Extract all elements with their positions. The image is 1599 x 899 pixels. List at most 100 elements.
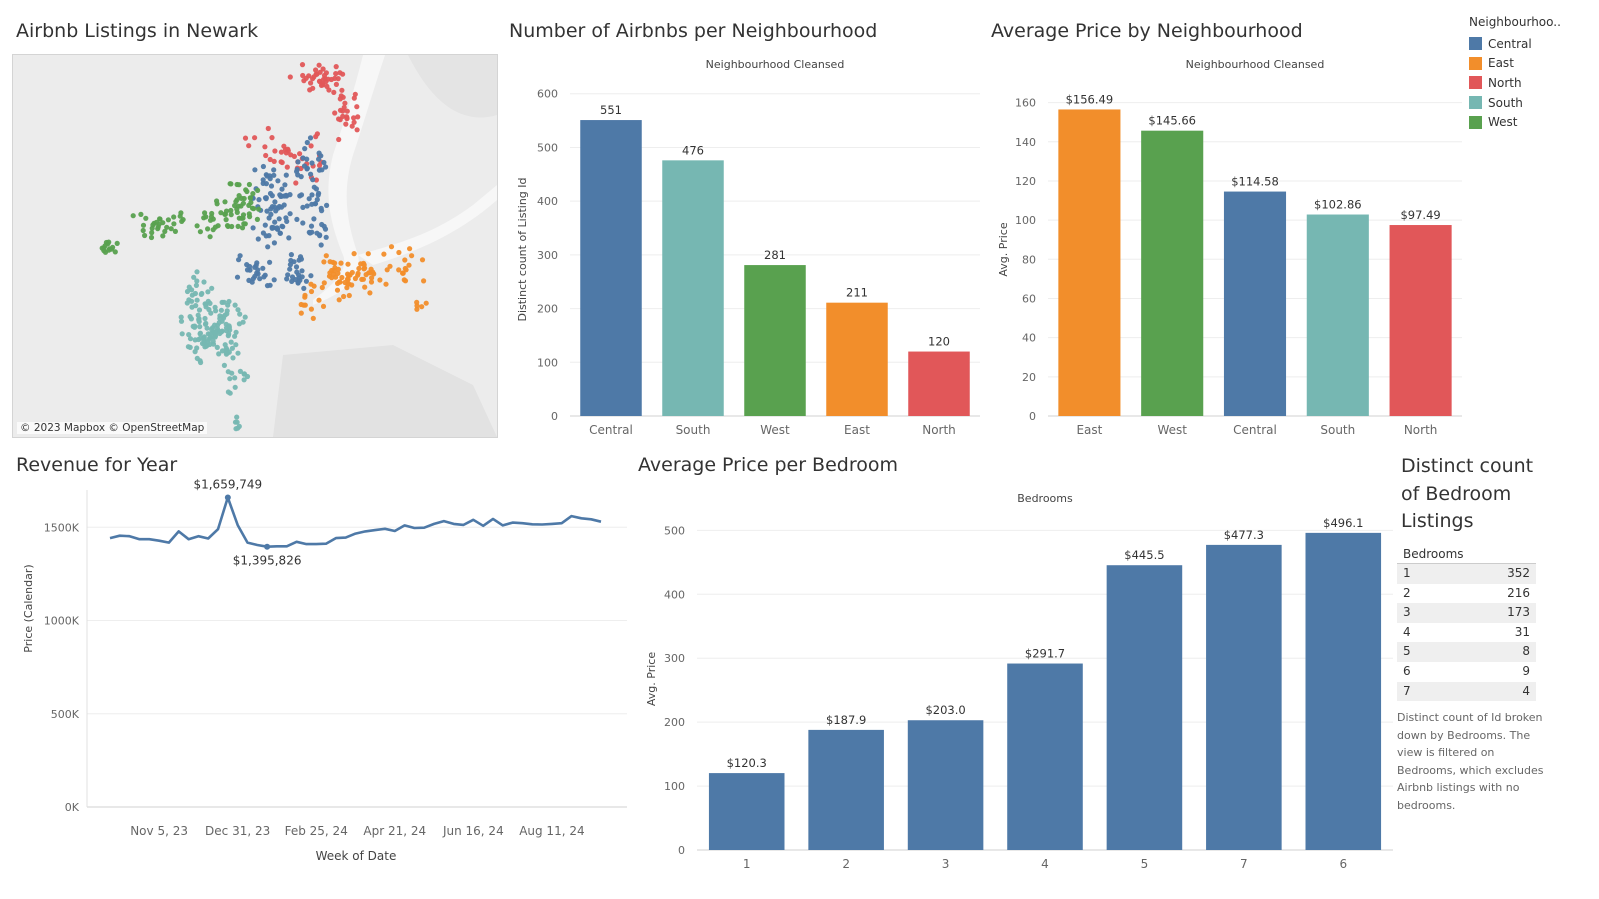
map-point-central bbox=[307, 135, 314, 141]
map-point-east bbox=[402, 278, 409, 284]
map-point-east bbox=[298, 310, 304, 316]
map-point-central bbox=[249, 279, 255, 285]
map-point-south bbox=[242, 314, 248, 320]
map-point-north bbox=[297, 151, 303, 157]
table-cell: 216 bbox=[1507, 585, 1530, 600]
legend-item-south[interactable]: South bbox=[1469, 93, 1561, 113]
map-point-south bbox=[178, 314, 184, 320]
map-point-north bbox=[281, 143, 287, 149]
map-point-central bbox=[255, 267, 261, 273]
map-point-south bbox=[192, 323, 198, 329]
legend-item-east[interactable]: East bbox=[1469, 54, 1561, 74]
map-point-north bbox=[271, 158, 277, 164]
legend-title: Neighbourhoo.. bbox=[1469, 15, 1561, 29]
map-point-central bbox=[309, 160, 315, 166]
map-point-east bbox=[345, 276, 351, 282]
x-tick-label: 3 bbox=[942, 857, 950, 871]
map-point-north bbox=[242, 135, 249, 141]
x-tick-label: 4 bbox=[1041, 857, 1049, 871]
map-point-central bbox=[282, 182, 288, 188]
map-point-east bbox=[323, 253, 329, 259]
map-points bbox=[99, 62, 429, 432]
map-point-south bbox=[208, 310, 214, 316]
map-point-central bbox=[263, 195, 269, 201]
map-point-west bbox=[236, 182, 242, 188]
bar-east bbox=[1058, 109, 1121, 416]
legend-item-central[interactable]: Central bbox=[1469, 34, 1561, 54]
map-point-west bbox=[130, 213, 136, 219]
map-point-central bbox=[260, 230, 266, 236]
y-tick-label: 0 bbox=[1029, 410, 1036, 423]
map-point-central bbox=[294, 168, 300, 175]
map-point-south bbox=[194, 278, 200, 284]
data-label: 211 bbox=[846, 286, 868, 300]
legend-swatch bbox=[1469, 37, 1482, 51]
x-tick-label: South bbox=[676, 423, 711, 437]
annotation-point bbox=[224, 494, 231, 501]
map-point-south bbox=[233, 329, 239, 335]
map-point-south bbox=[197, 330, 203, 336]
map-point-east bbox=[334, 287, 341, 293]
data-label: $120.3 bbox=[727, 756, 767, 770]
map-point-north bbox=[310, 85, 316, 91]
map-point-west bbox=[140, 227, 146, 234]
map-point-south bbox=[234, 414, 240, 420]
map-point-east bbox=[387, 263, 393, 269]
bar-central bbox=[1223, 191, 1287, 416]
map-point-central bbox=[298, 192, 305, 198]
x-tick-label: Central bbox=[589, 423, 633, 437]
y-tick-label: 40 bbox=[1022, 332, 1036, 345]
legend-item-north[interactable]: North bbox=[1469, 73, 1561, 93]
x-tick-label: North bbox=[922, 423, 956, 437]
map-point-central bbox=[252, 167, 258, 173]
map-point-east bbox=[310, 315, 316, 321]
map-point-central bbox=[256, 197, 262, 203]
data-label: 120 bbox=[928, 335, 950, 349]
map-point-central bbox=[315, 192, 321, 198]
map-point-south bbox=[213, 308, 219, 314]
bar-7 bbox=[1206, 544, 1282, 850]
map-point-central bbox=[311, 184, 317, 190]
avgprice-chart-title: Average Price by Neighbourhood bbox=[991, 20, 1303, 42]
map-point-north bbox=[354, 104, 360, 110]
map-point-west bbox=[171, 214, 177, 220]
map-point-north bbox=[291, 153, 297, 159]
map-point-south bbox=[204, 342, 210, 348]
map-point-north bbox=[316, 78, 323, 84]
y-tick-label: 120 bbox=[1015, 175, 1036, 188]
data-label: 281 bbox=[764, 248, 786, 262]
x-tick-label: 2 bbox=[842, 857, 850, 871]
neighbourhood-legend[interactable]: Neighbourhoo.. Central East North South … bbox=[1469, 15, 1561, 132]
map-point-east bbox=[381, 251, 387, 257]
map-point-east bbox=[311, 283, 317, 289]
map-point-south bbox=[197, 324, 203, 330]
map-point-central bbox=[267, 282, 273, 288]
map-point-west bbox=[201, 215, 207, 221]
map-title: Airbnb Listings in Newark bbox=[16, 20, 259, 42]
map-point-north bbox=[354, 127, 360, 133]
data-label: $156.49 bbox=[1066, 92, 1114, 106]
map-point-east bbox=[396, 249, 402, 256]
data-label: $203.0 bbox=[925, 703, 965, 717]
listings-map[interactable]: © 2023 Mapbox © OpenStreetMap bbox=[12, 54, 498, 438]
map-point-south bbox=[214, 344, 220, 350]
map-point-north bbox=[340, 71, 346, 77]
x-tick-label: Feb 25, 24 bbox=[285, 824, 348, 838]
map-point-east bbox=[349, 282, 355, 288]
map-point-east bbox=[330, 259, 336, 265]
chart-header: Neighbourhood Cleansed bbox=[706, 58, 845, 71]
map-point-north bbox=[267, 156, 273, 163]
map-point-west bbox=[112, 249, 118, 255]
map-point-east bbox=[377, 277, 383, 283]
map-point-central bbox=[284, 276, 290, 282]
map-point-north bbox=[316, 162, 323, 168]
map-point-west bbox=[114, 240, 120, 246]
map-point-north bbox=[351, 115, 357, 121]
y-tick-label: 500 bbox=[537, 141, 558, 154]
map-point-south bbox=[221, 299, 227, 305]
map-point-north bbox=[355, 114, 361, 120]
legend-item-west[interactable]: West bbox=[1469, 112, 1561, 132]
map-point-east bbox=[423, 300, 429, 306]
data-label: 551 bbox=[600, 103, 622, 117]
